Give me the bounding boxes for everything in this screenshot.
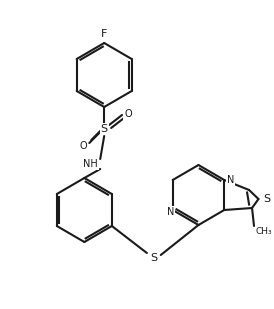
Text: S: S — [150, 253, 157, 263]
Text: O: O — [124, 109, 132, 119]
Text: N: N — [167, 207, 174, 217]
Text: S: S — [101, 124, 108, 134]
Text: S: S — [263, 194, 270, 204]
Text: NH: NH — [83, 159, 98, 169]
Text: CH₃: CH₃ — [256, 226, 272, 235]
Text: F: F — [101, 29, 107, 39]
Text: N: N — [227, 175, 234, 185]
Text: O: O — [79, 141, 87, 151]
